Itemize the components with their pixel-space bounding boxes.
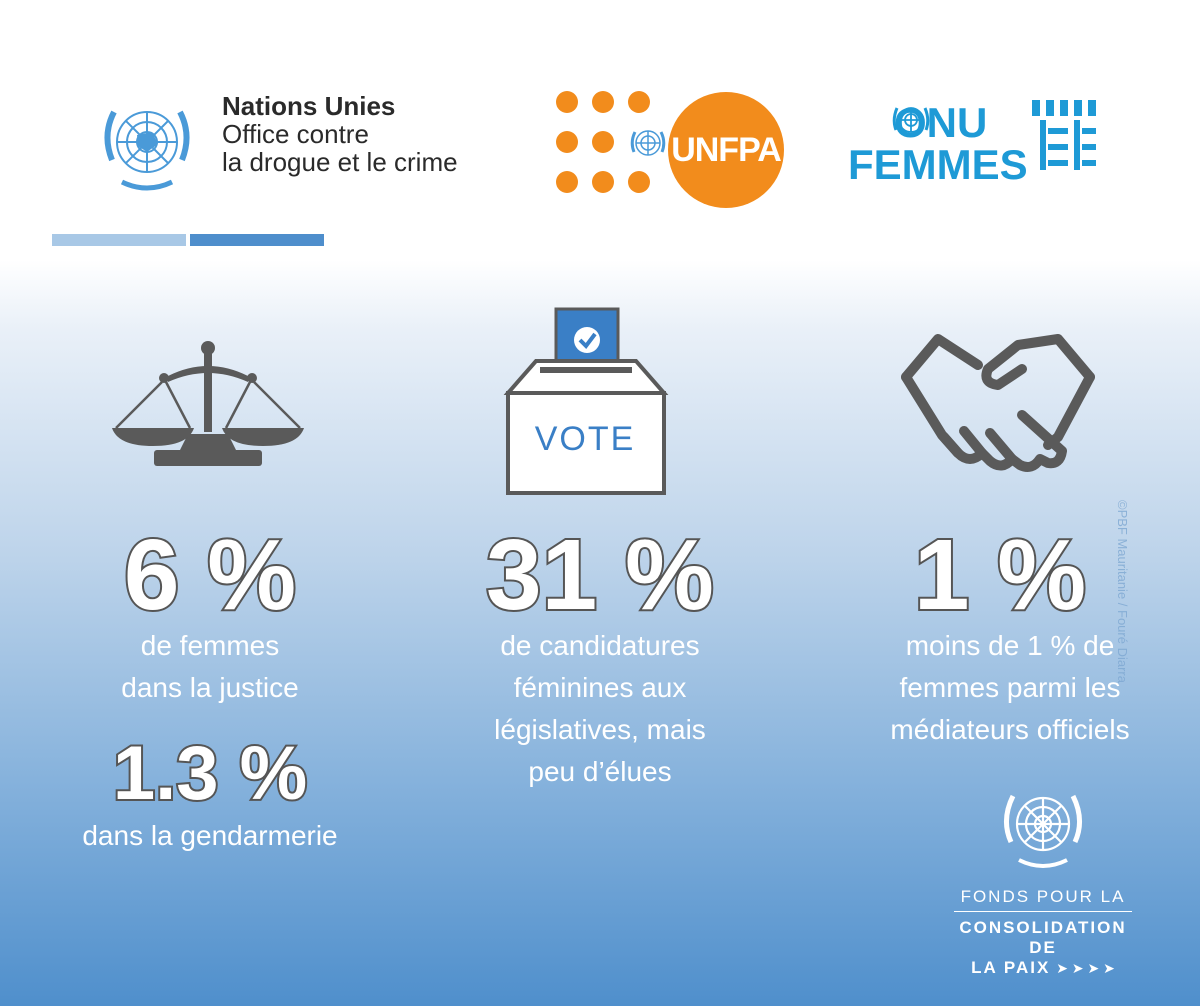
femmes-label: FEMMES: [848, 141, 1028, 188]
stat-gendarmerie-caption: dans la gendarmerie: [40, 815, 380, 857]
caption-line: législatives, mais: [494, 714, 706, 745]
fund-line3: LA PAIX: [971, 958, 1051, 977]
caption-line: moins de 1 % de: [905, 630, 1115, 661]
stat-candidatures-caption: de candidatures féminines aux législativ…: [430, 625, 770, 793]
caption-line: dans la justice: [121, 672, 299, 703]
fund-line2: CONSOLIDATION DE: [959, 918, 1127, 957]
un-emblem-small-icon: [628, 124, 668, 164]
caption-line: de femmes: [140, 630, 280, 661]
fund-divider: [954, 911, 1132, 912]
accent-bar-dark: [190, 234, 324, 246]
un-emblem-icon: [104, 110, 190, 191]
unodc-line1: Nations Unies: [222, 91, 396, 121]
unfpa-logo: UNFPA: [668, 92, 784, 208]
stat-gendarmerie-value: 1.3 %: [111, 729, 309, 818]
caption-line: féminines aux: [513, 672, 687, 703]
unfpa-label: UNFPA: [671, 130, 782, 169]
scales-icon: [112, 341, 304, 466]
stat-mediateurs-value: 1 %: [912, 517, 1088, 633]
doves-icon: ➤ ➤ ➤ ➤: [1056, 960, 1115, 976]
caption-line: femmes parmi les: [899, 672, 1121, 703]
unfpa-dots-icon: [556, 91, 650, 193]
accent-bar-light: [52, 234, 186, 246]
onu-femmes-symbol-icon: [1032, 100, 1096, 170]
fund-line1: FONDS POUR LA: [960, 887, 1126, 906]
onu-femmes-logo-text: ONU FEMMES: [848, 102, 1028, 186]
unodc-line2: Office contre: [222, 119, 369, 150]
handshake-icon: [901, 334, 1095, 472]
un-emblem-fund-icon: [1004, 794, 1082, 868]
caption-line: dans la gendarmerie: [82, 820, 338, 851]
caption-line: médiateurs officiels: [890, 714, 1130, 745]
caption-line: de candidatures: [500, 630, 700, 661]
stat-candidatures-value: 31 %: [484, 517, 716, 633]
un-emblem-onu-icon: [892, 107, 930, 133]
photo-credit: ©PBF Mauritanie / Fouré Diarra: [1115, 500, 1130, 683]
stat-justice-value: 6 %: [122, 517, 298, 633]
unodc-line3: la drogue et le crime: [222, 147, 458, 178]
unodc-logo-text: Nations Unies Office contre la drogue et…: [222, 92, 458, 176]
peacebuilding-fund-logo: FONDS POUR LA CONSOLIDATION DE LA PAIX ➤ …: [948, 780, 1138, 978]
ballot-box-icon: [503, 307, 669, 495]
stat-justice-caption: de femmes dans la justice: [60, 625, 360, 709]
stat-mediateurs-caption: moins de 1 % de femmes parmi les médiate…: [850, 625, 1170, 751]
caption-line: peu d’élues: [528, 756, 672, 787]
vote-label: VOTE: [534, 420, 636, 458]
onu-label: ONU: [894, 99, 988, 146]
